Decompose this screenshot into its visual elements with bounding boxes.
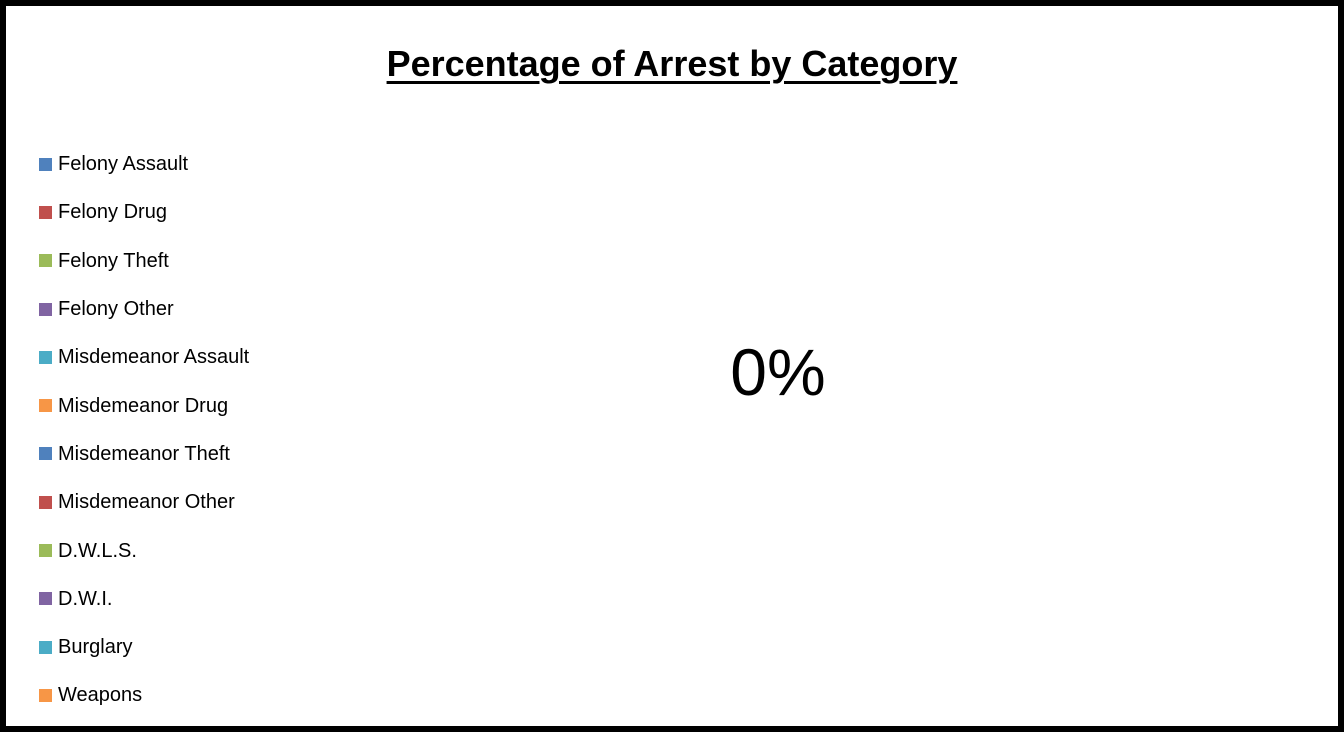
plot-area: 0% — [336, 116, 1336, 706]
legend-swatch — [39, 688, 52, 702]
legend-item: Burglary — [39, 623, 249, 671]
legend-label: Felony Assault — [58, 153, 189, 176]
legend-swatch — [39, 254, 52, 268]
legend-swatch — [39, 495, 52, 509]
legend-label: Weapons — [58, 684, 143, 707]
legend-swatch — [39, 350, 52, 364]
legend-label: Felony Other — [58, 298, 174, 321]
legend-item: Misdemeanor Assault — [39, 333, 249, 381]
legend-item: Felony Assault — [39, 140, 249, 188]
pie-chart: 0% — [730, 335, 825, 409]
legend-swatch — [39, 302, 52, 316]
legend-label: Misdemeanor Drug — [58, 394, 229, 417]
chart-legend: Felony Assault Felony Drug Felony Theft Fel… — [39, 140, 249, 720]
legend-item: Felony Theft — [39, 237, 249, 285]
legend-swatch — [39, 544, 52, 558]
legend-label: Misdemeanor Theft — [58, 442, 230, 465]
legend-label: D.W.I. — [58, 587, 113, 610]
legend-label: Misdemeanor Assault — [58, 346, 250, 369]
data-label: 0% — [730, 335, 825, 409]
chart-title: Percentage of Arrest by Category — [386, 43, 958, 84]
legend-swatch — [39, 447, 52, 461]
legend-item: Weapons — [39, 671, 249, 719]
legend-label: Burglary — [58, 636, 133, 659]
legend-label: Misdemeanor Other — [58, 491, 235, 514]
legend-label: D.W.L.S. — [58, 539, 137, 562]
legend-item: D.W.L.S. — [39, 526, 249, 574]
legend-item: Misdemeanor Drug — [39, 381, 249, 429]
legend-item: D.W.I. — [39, 575, 249, 623]
legend-swatch — [39, 592, 52, 606]
legend-item: Misdemeanor Theft — [39, 430, 249, 478]
legend-swatch — [39, 157, 52, 171]
legend-swatch — [39, 399, 52, 413]
legend-swatch — [39, 640, 52, 654]
legend-item: Felony Other — [39, 285, 249, 333]
legend-label: Felony Theft — [58, 249, 169, 272]
legend-item: Felony Drug — [39, 188, 249, 236]
legend-item: Misdemeanor Other — [39, 478, 249, 526]
legend-swatch — [39, 205, 52, 219]
legend-label: Felony Drug — [58, 201, 167, 224]
